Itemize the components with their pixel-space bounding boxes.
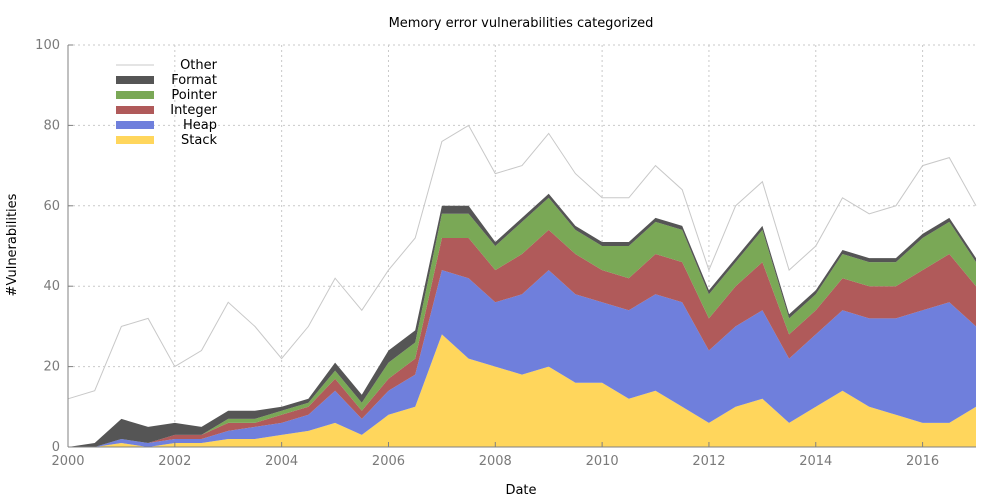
- y-tick-label-60: 60: [43, 199, 60, 214]
- legend-label-heap: Heap: [183, 118, 217, 133]
- stacked-areas: [68, 193, 976, 447]
- x-tick-labels: 2000 2002 2004 2006 2008 2010 2012 2014 2016: [51, 454, 939, 469]
- area-pointer: [68, 197, 976, 447]
- area-stack: [68, 334, 976, 447]
- x-tick-label-2002: 2002: [158, 454, 191, 469]
- x-tick-label-2014: 2014: [799, 454, 832, 469]
- x-tick-label-2016: 2016: [906, 454, 939, 469]
- x-tick-label-2012: 2012: [692, 454, 725, 469]
- y-tick-label-100: 100: [35, 38, 60, 53]
- legend-swatch-heap: [116, 121, 154, 129]
- legend-label-other: Other: [180, 58, 218, 73]
- area-heap: [68, 270, 976, 447]
- area-integer: [68, 229, 976, 447]
- x-tick-label-2010: 2010: [586, 454, 619, 469]
- chart-title: Memory error vulnerabilities categorized: [389, 16, 654, 31]
- y-tick-labels: 0 20 40 60 80 100: [35, 38, 60, 455]
- x-tick-label-2006: 2006: [372, 454, 405, 469]
- legend-swatch-pointer: [116, 91, 154, 99]
- x-tick-label-2000: 2000: [51, 454, 84, 469]
- x-tick-label-2004: 2004: [265, 454, 298, 469]
- legend-label-pointer: Pointer: [171, 88, 217, 103]
- y-tick-label-20: 20: [43, 360, 60, 375]
- x-tick-label-2008: 2008: [479, 454, 512, 469]
- y-axis-label: #Vulnerabilities: [5, 193, 20, 296]
- legend-label-stack: Stack: [181, 133, 217, 148]
- axes: [67, 44, 976, 448]
- y-tick-label-40: 40: [43, 279, 60, 294]
- other-line-group: [67, 124, 977, 400]
- legend-label-integer: Integer: [170, 103, 217, 118]
- legend-label-format: Format: [171, 73, 217, 88]
- legend-swatch-format: [116, 76, 154, 84]
- legend-swatch-stack: [116, 136, 154, 144]
- line-other: [67, 124, 977, 400]
- legend-swatch-integer: [116, 106, 154, 114]
- y-tick-label-80: 80: [43, 118, 60, 133]
- y-tick-label-0: 0: [52, 440, 60, 455]
- x-axis-label: Date: [505, 483, 536, 498]
